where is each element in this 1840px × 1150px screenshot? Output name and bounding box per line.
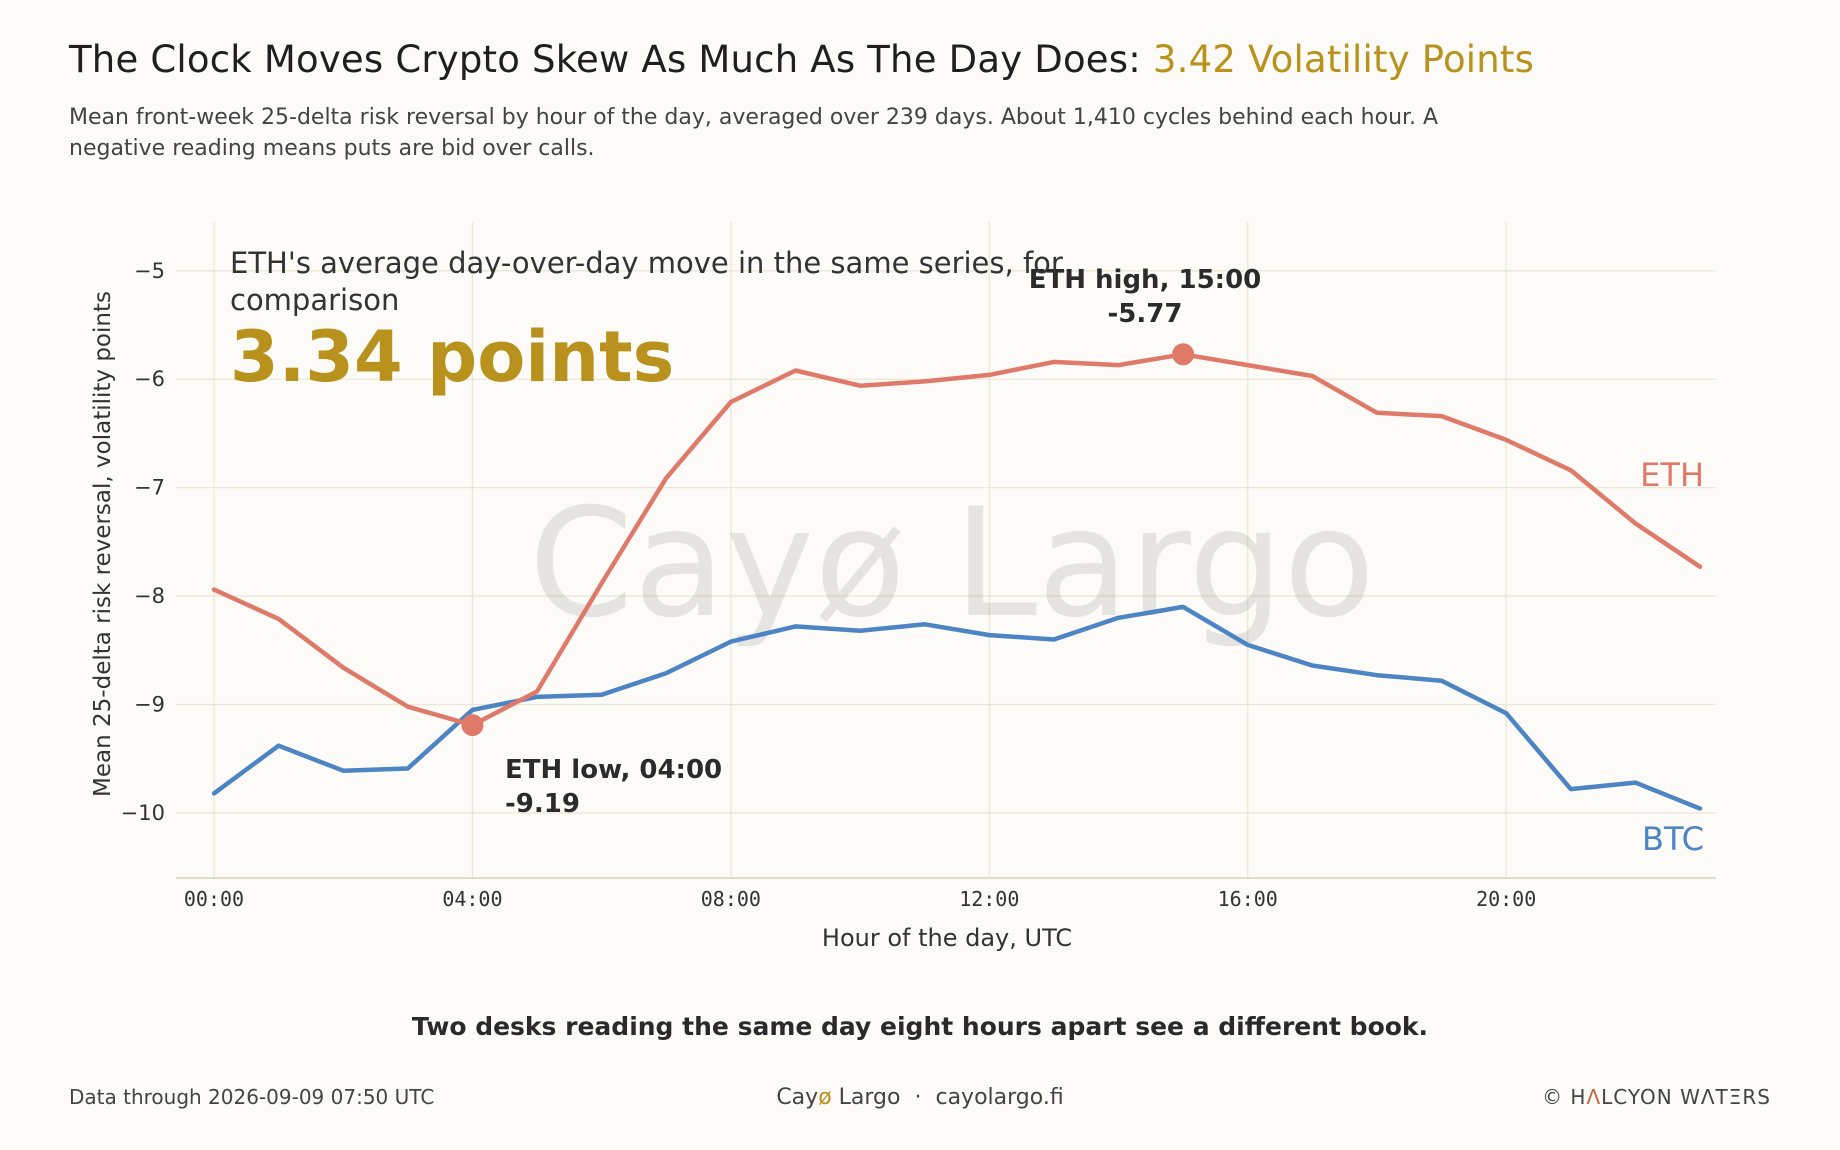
y-tick-label: −9: [134, 693, 165, 717]
x-tick-label: 16:00: [1218, 887, 1278, 911]
y-tick-label: −5: [134, 259, 165, 283]
grid: [176, 222, 1716, 878]
highlight-point: [1172, 343, 1195, 366]
annotations: ETH high, 15:00 -5.77 ETH low, 04:00 -9.…: [505, 265, 1261, 819]
footer-data-date: Data through 2026-09-09 07:50 UTC: [69, 1085, 435, 1109]
y-axis-label: Mean 25-delta risk reversal, volatility …: [90, 291, 116, 797]
chart-subtitle: Mean front-week 25-delta risk reversal b…: [69, 105, 1439, 161]
brand-name-b: Largo: [831, 1085, 901, 1110]
callout-value: 3.34 points: [230, 316, 675, 398]
highlight-point: [461, 714, 484, 737]
watermark: Cayø Largo: [529, 477, 1375, 651]
eth-low-value: -9.19: [505, 789, 580, 819]
chart-title-main: The Clock Moves Crypto Skew As Much As T…: [69, 38, 1141, 81]
x-tick-label: 08:00: [701, 887, 761, 911]
axes: 00:00 04:00 08:00 12:00 16:00 20:00 −5 −6 −7 −8 −9…: [121, 259, 1716, 911]
footer-url[interactable]: cayolargo.fi: [935, 1085, 1064, 1110]
footer-separator: ·: [914, 1085, 922, 1110]
footer-copyright: © HΛLCYON WΛTΞRS: [1542, 1085, 1771, 1109]
takeaway-text: Two desks reading the same day eight hou…: [411, 1012, 1429, 1041]
y-tick-label: −8: [134, 584, 165, 608]
x-tick-label: 20:00: [1476, 887, 1536, 911]
callout-label: ETH's average day-over-day move in the s…: [230, 246, 1063, 317]
eth-high-value: -5.77: [1108, 299, 1183, 329]
copyright-rest: LCYON WΛTΞRS: [1601, 1085, 1771, 1109]
brand-name-a: Cay: [776, 1085, 819, 1110]
y-tick-label: −10: [121, 801, 165, 825]
eth-low-title: ETH low, 04:00: [505, 755, 722, 785]
series-label-eth: ETH: [1640, 456, 1704, 494]
x-axis-label: Hour of the day, UTC: [822, 924, 1072, 952]
y-tick-label: −6: [134, 367, 165, 391]
brand-name-o: ø: [818, 1085, 832, 1110]
eth-high-title: ETH high, 15:00: [1029, 265, 1262, 295]
series-line-btc: [211, 604, 1703, 811]
copyright-h: H: [1570, 1085, 1587, 1109]
footer-brand: Cayø Largo · cayolargo.fi: [0, 1085, 1840, 1110]
x-tick-label: 12:00: [959, 887, 1019, 911]
line-chart: Cayø Largo 00:00 04:00 08:00 12:00 16:00 20:0…: [90, 222, 1716, 952]
series-label-btc: BTC: [1642, 820, 1704, 858]
chart-title: The Clock Moves Crypto Skew As Much As T…: [69, 38, 1534, 81]
copyright-symbol: ©: [1542, 1085, 1564, 1109]
y-tick-label: −7: [134, 476, 165, 500]
copyright-a: Λ: [1586, 1085, 1602, 1109]
chart-title-accent: 3.42 Volatility Points: [1152, 38, 1535, 81]
x-tick-label: 00:00: [184, 887, 244, 911]
x-tick-label: 04:00: [442, 887, 502, 911]
series-line-eth: [211, 352, 1703, 728]
series-lines: [211, 343, 1703, 811]
